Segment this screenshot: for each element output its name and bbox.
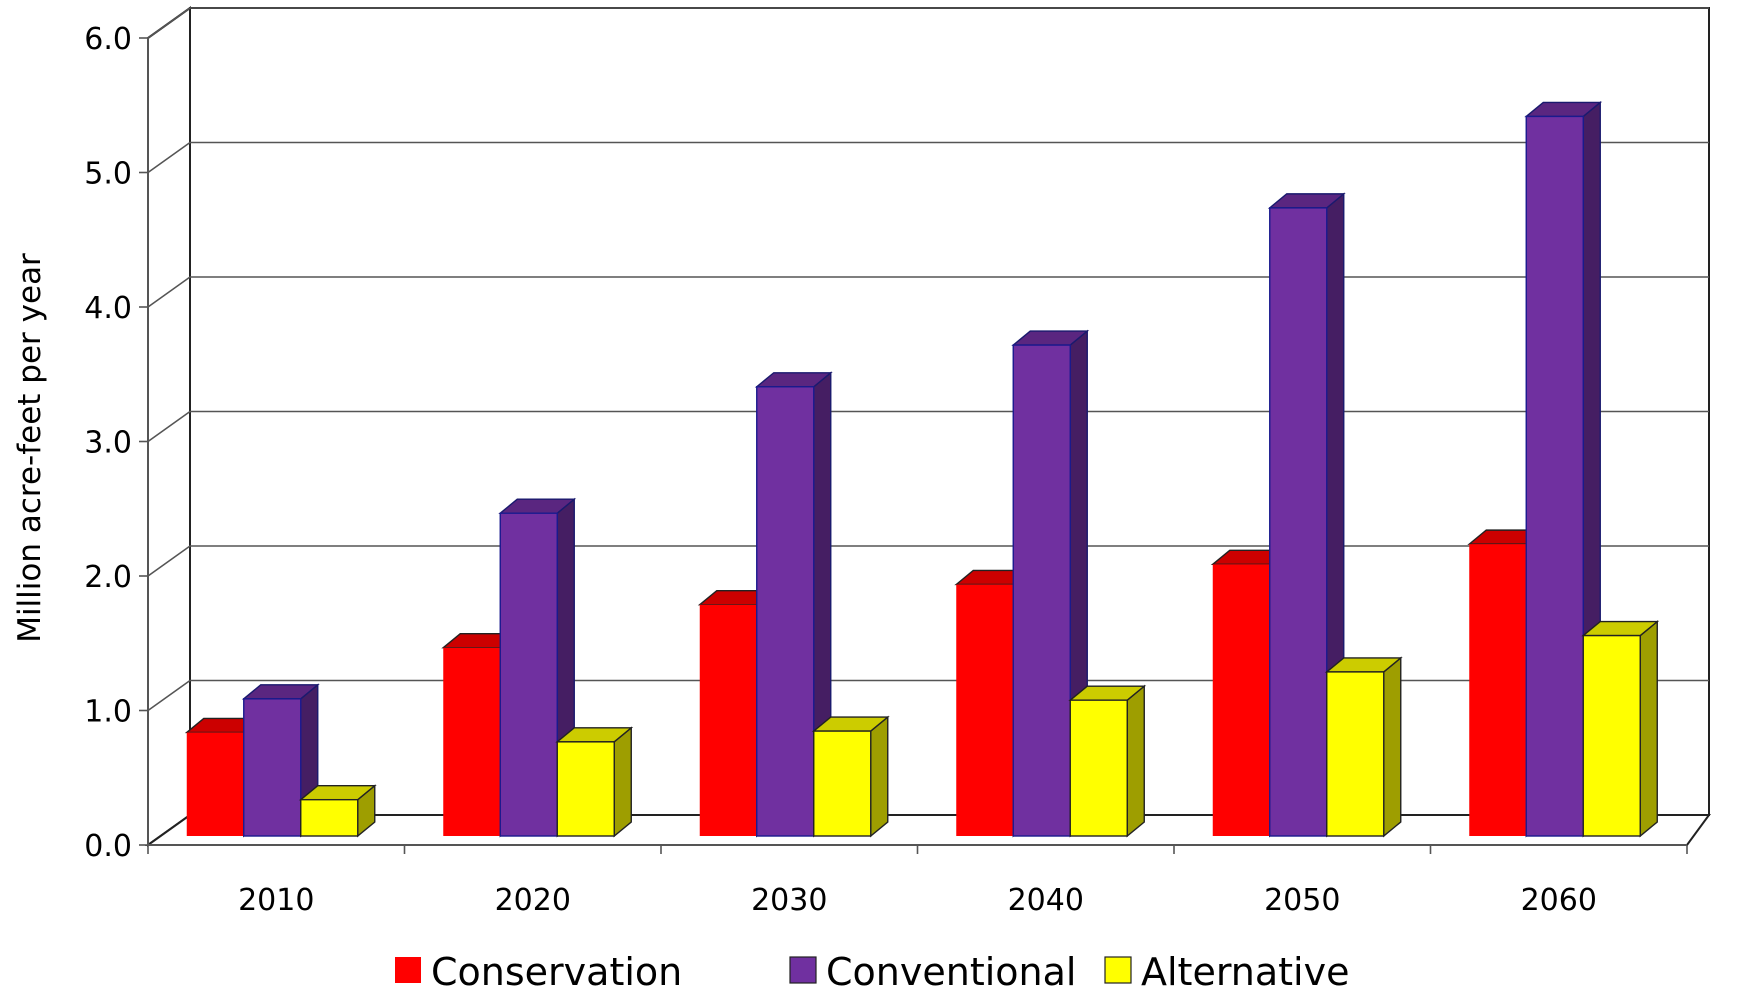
bar-alternative-2030: [811, 715, 890, 838]
bar-front: [1469, 544, 1527, 836]
bar-alternative-2020: [555, 726, 634, 838]
gridline: [147, 410, 1709, 443]
x-tick-label: 2020: [495, 883, 571, 918]
bar-front: [956, 584, 1014, 836]
bar-side: [613, 726, 632, 838]
y-tick-label: 4.0: [84, 291, 132, 326]
gridline: [147, 141, 1709, 174]
y-tick-label: 3.0: [84, 426, 132, 461]
x-tick-label: 2030: [751, 883, 827, 918]
gridline: [147, 545, 1709, 577]
bar-front: [756, 386, 815, 837]
y-tick-label: 5.0: [84, 157, 132, 192]
bar-front: [1212, 564, 1270, 836]
bar-front: [443, 647, 501, 836]
y-tick-label: 6.0: [84, 22, 132, 57]
bar-front: [699, 604, 757, 836]
gridline: [147, 679, 1709, 712]
bar-front: [1012, 344, 1071, 837]
bar-front: [556, 741, 615, 837]
bar-alternative-2060: [1581, 620, 1660, 838]
bar-conventional-2040: [1011, 329, 1090, 838]
x-tick-label: 2040: [1008, 883, 1084, 918]
bar-alternative-2010: [298, 784, 377, 838]
bar-side: [1126, 684, 1145, 838]
legend: Conservation Conventional Alternative: [395, 950, 1349, 994]
bar-front: [1269, 207, 1328, 837]
y-tick-label: 2.0: [84, 560, 132, 595]
bar-side: [1383, 656, 1402, 838]
bar-alternative-2050: [1324, 656, 1403, 838]
bar-front: [186, 732, 244, 836]
tick-labels: 0.0 1.0 2.0 3.0 4.0 5.0 6.0 2010 2020 2030 2040 205…: [84, 22, 1597, 918]
bar-alternative-2040: [1068, 684, 1147, 838]
bar-front: [243, 698, 302, 837]
bar-front: [1069, 699, 1128, 837]
bar-front: [300, 798, 359, 837]
y-axis-title: Million acre-feet per year: [12, 253, 48, 643]
bar-front: [813, 730, 872, 837]
axes: [139, 37, 1688, 854]
gridline: [147, 7, 1709, 39]
legend-label-conventional: Conventional: [826, 950, 1076, 994]
legend-swatch-alternative: [1104, 956, 1132, 984]
gridline: [147, 276, 1709, 308]
legend-label-conservation: Conservation: [431, 950, 682, 994]
x-tick-label: 2050: [1264, 883, 1340, 918]
bars: [184, 100, 1660, 838]
y-tick-label: 1.0: [84, 695, 132, 730]
bar-conventional-2030: [754, 371, 833, 838]
bar-front: [499, 512, 558, 837]
legend-label-alternative: Alternative: [1141, 950, 1349, 994]
x-tick-label: 2060: [1521, 883, 1597, 918]
bar-front: [1326, 671, 1385, 837]
bar-front: [1525, 115, 1584, 837]
legend-swatch-conservation: [395, 957, 421, 983]
gridlines: [147, 7, 1709, 712]
bar-side: [870, 715, 889, 838]
y-tick-label: 0.0: [84, 829, 132, 864]
bar-front: [1582, 634, 1641, 837]
legend-swatch-conventional: [789, 956, 817, 984]
bar-side: [1639, 620, 1658, 838]
x-tick-label: 2010: [238, 883, 314, 918]
